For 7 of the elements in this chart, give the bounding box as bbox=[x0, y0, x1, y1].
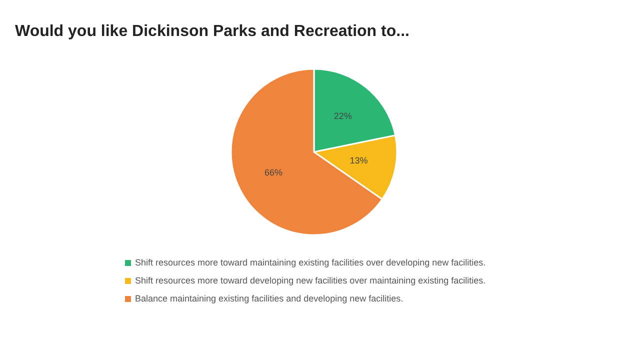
legend-label: Shift resources more toward developing new facilities over maintaining existing facilities. bbox=[135, 275, 486, 286]
chart-title: Would you like Dickinson Parks and Recreation to... bbox=[15, 23, 410, 40]
legend-label: Balance maintaining existing facilities and developing new facilities. bbox=[135, 293, 404, 304]
data-label: 66% bbox=[264, 168, 283, 178]
data-label: 13% bbox=[350, 156, 368, 166]
legend-label: Shift resources more toward maintaining existing facilities over developing new facilities. bbox=[135, 257, 486, 268]
data-label: 22% bbox=[334, 111, 352, 122]
